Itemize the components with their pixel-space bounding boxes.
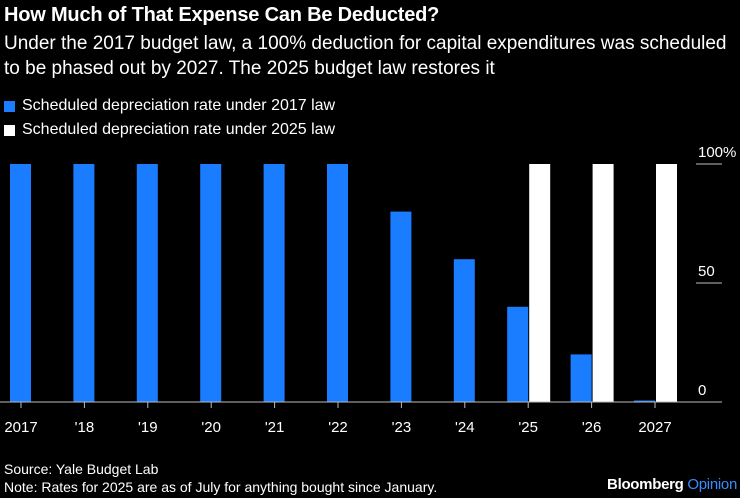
bar-2025-law-8 — [529, 164, 551, 402]
brand-name: Bloomberg — [607, 476, 684, 493]
x-tick-label-8: '25 — [518, 419, 538, 436]
legend-item-2017-law: Scheduled depreciation rate under 2017 l… — [4, 94, 335, 118]
bar-2017-law-9 — [570, 354, 592, 402]
footnote: Note: Rates for 2025 are as of July for … — [4, 479, 438, 495]
x-tick-label-1: '18 — [75, 419, 95, 436]
bar-2017-law-8 — [507, 306, 529, 402]
bar-2017-law-7 — [453, 259, 475, 402]
brand-section: Opinion — [687, 476, 737, 493]
source-note: Source: Yale Budget Lab — [4, 461, 159, 477]
bar-2017-law-2 — [136, 164, 158, 402]
x-tick-label-7: '24 — [455, 419, 475, 436]
bar-2017-law-3 — [200, 164, 222, 402]
bar-2017-law-1 — [73, 164, 95, 402]
legend-swatch-2017-law — [4, 100, 15, 112]
x-tick-label-4: '21 — [265, 419, 285, 436]
bar-2017-law-0 — [10, 164, 31, 402]
y-tick-label-0: 0 — [698, 382, 706, 399]
chart-subtitle: Under the 2017 budget law, a 100% deduct… — [4, 33, 727, 79]
bar-2017-law-4 — [263, 164, 285, 402]
y-tick-label-50: 50 — [698, 263, 715, 280]
legend-label-2017-law: Scheduled depreciation rate under 2017 l… — [22, 97, 336, 114]
x-tick-label-10: 2027 — [638, 419, 671, 436]
chart-title: How Much of That Expense Can Be Deducted… — [4, 4, 440, 26]
legend: Scheduled depreciation rate under 2017 l… — [4, 94, 335, 142]
bar-2017-law-10 — [634, 400, 655, 402]
bar-2025-law-9 — [592, 164, 614, 402]
footer: Source: Yale Budget Lab Note: Rates for … — [4, 460, 437, 496]
x-tick-label-5: '22 — [328, 419, 348, 436]
legend-swatch-2025-law — [4, 124, 15, 136]
y-tick-label-100: 100% — [698, 144, 736, 161]
x-tick-label-2: '19 — [138, 419, 158, 436]
x-tick-label-3: '20 — [201, 419, 221, 436]
bar-2017-law-5 — [327, 164, 348, 402]
legend-label-2025-law: Scheduled depreciation rate under 2025 l… — [22, 121, 336, 138]
x-tick-label-9: '26 — [582, 419, 602, 436]
bar-2025-law-10 — [656, 164, 677, 402]
x-tick-label-6: '23 — [392, 419, 412, 436]
brand-logo: Bloomberg Opinion — [607, 476, 737, 493]
x-tick-label-0: 2017 — [4, 419, 37, 436]
legend-item-2025-law: Scheduled depreciation rate under 2025 l… — [4, 118, 335, 142]
bar-2017-law-6 — [390, 211, 412, 402]
